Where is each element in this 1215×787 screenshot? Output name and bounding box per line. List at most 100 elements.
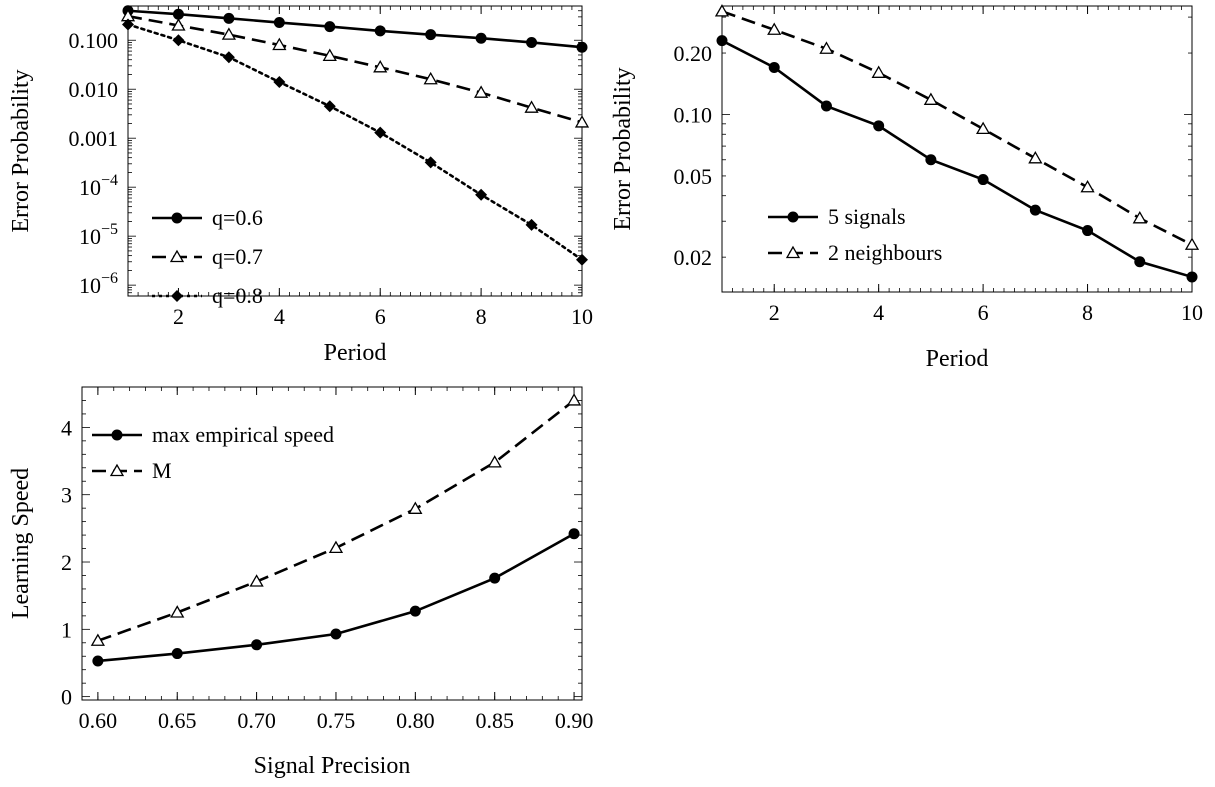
y-tick-label: 3 (61, 483, 72, 508)
data-point (925, 154, 937, 166)
x-axis-title: Period (324, 340, 387, 366)
series-line (128, 14, 582, 124)
data-point (873, 120, 885, 132)
series-line (128, 23, 582, 262)
legend-marker (111, 429, 123, 441)
data-point (251, 639, 263, 651)
legend: max empirical speed M (92, 422, 334, 483)
x-tick-label: 10 (1181, 300, 1203, 325)
y-tick-label: 0 (61, 685, 72, 710)
series-line (722, 39, 1192, 279)
data-point (576, 41, 588, 53)
x-axis-title: Signal Precision (254, 753, 411, 779)
chart-1: 2 4 6 8 10 10−6 10−5 10−4 0.001 0.010 0.100 Period E… (8, 5, 593, 366)
data-point (409, 605, 421, 617)
x-tick-label: 6 (978, 300, 989, 325)
data-point (90, 633, 105, 646)
legend: q=0.6 q=0.7 q=0.8 (152, 205, 263, 308)
x-tick-label: 8 (1082, 300, 1093, 325)
data-point (487, 455, 502, 468)
y-tick-label: 2 (61, 550, 72, 575)
data-point (221, 27, 237, 40)
series-3 (122, 18, 588, 266)
plot-frame (721, 5, 1193, 293)
y-tick-label: 0.02 (674, 245, 713, 270)
data-point (475, 188, 488, 201)
legend-label: 5 signals (828, 204, 906, 229)
series-2 (714, 4, 1200, 250)
plot-frame (81, 386, 583, 701)
data-point (768, 61, 780, 73)
data-point (171, 648, 183, 660)
series-1 (92, 528, 580, 667)
data-point (566, 393, 582, 406)
data-point (568, 528, 580, 540)
chart-2: 2 4 6 8 10 0.02 0.05 0.10 0.20 Period Error Probab… (610, 4, 1203, 372)
legend-marker (785, 245, 801, 259)
y-tick-label: 0.001 (69, 126, 119, 151)
data-point (170, 605, 185, 618)
data-point (249, 574, 264, 587)
series-2 (120, 8, 590, 128)
data-point (374, 126, 387, 139)
data-point (172, 8, 184, 20)
data-point (489, 572, 501, 584)
data-point (819, 41, 834, 54)
data-point (820, 100, 832, 112)
x-tick-label: 0.85 (475, 708, 514, 733)
y-tick-label: 0.20 (674, 41, 713, 66)
data-point (475, 32, 487, 44)
data-point (122, 18, 134, 31)
data-point (273, 76, 286, 89)
data-point (574, 115, 590, 128)
x-tick-label: 6 (375, 304, 386, 329)
x-tick-label: 0.75 (317, 708, 356, 733)
x-tick-label: 0.70 (237, 708, 276, 733)
y-tick-label: 0.100 (69, 28, 119, 53)
x-tick-label: 4 (873, 300, 884, 325)
legend: 5 signals 2 neighbours (768, 204, 942, 265)
legend-label: q=0.8 (212, 283, 263, 308)
y-tick-label: 0.010 (69, 77, 119, 102)
legend-marker (169, 249, 185, 263)
chart-3: 0.60 0.65 0.70 0.75 0.80 0.85 0.90 0 1 2 3 4 Signal … (8, 386, 593, 779)
data-point (373, 60, 388, 73)
data-point (424, 156, 437, 169)
data-point (473, 85, 489, 98)
data-point (975, 121, 991, 135)
y-tick-label: 10−5 (79, 221, 118, 249)
data-point (1082, 225, 1094, 237)
data-point (324, 21, 336, 33)
data-point (425, 29, 437, 41)
y-tick-label: 10−6 (79, 270, 118, 298)
legend-marker (171, 290, 183, 302)
legend-label: q=0.6 (212, 205, 263, 230)
data-point (716, 35, 728, 47)
data-point (92, 655, 104, 667)
series-1 (122, 5, 588, 53)
data-point (1028, 150, 1043, 164)
data-point (172, 34, 185, 47)
data-point (1184, 237, 1200, 250)
x-tick-label: 2 (769, 300, 780, 325)
y-tick-label: 10−4 (79, 172, 118, 200)
legend-marker (787, 211, 799, 223)
data-point (171, 18, 186, 31)
data-point (223, 12, 235, 24)
data-point (767, 22, 782, 35)
y-axis-title: Learning Speed (8, 468, 34, 619)
legend-label: max empirical speed (152, 422, 334, 447)
data-point (525, 218, 538, 231)
y-tick-label: 1 (61, 617, 72, 642)
data-point (272, 37, 287, 51)
data-point (408, 501, 423, 514)
data-point (977, 174, 989, 186)
legend-marker (171, 212, 183, 224)
x-tick-label: 10 (571, 304, 593, 329)
x-axis-title: Period (926, 346, 989, 372)
data-point (1080, 179, 1095, 193)
data-point (374, 25, 386, 37)
y-axis-title: Error Probability (8, 69, 34, 232)
data-point (576, 253, 588, 266)
